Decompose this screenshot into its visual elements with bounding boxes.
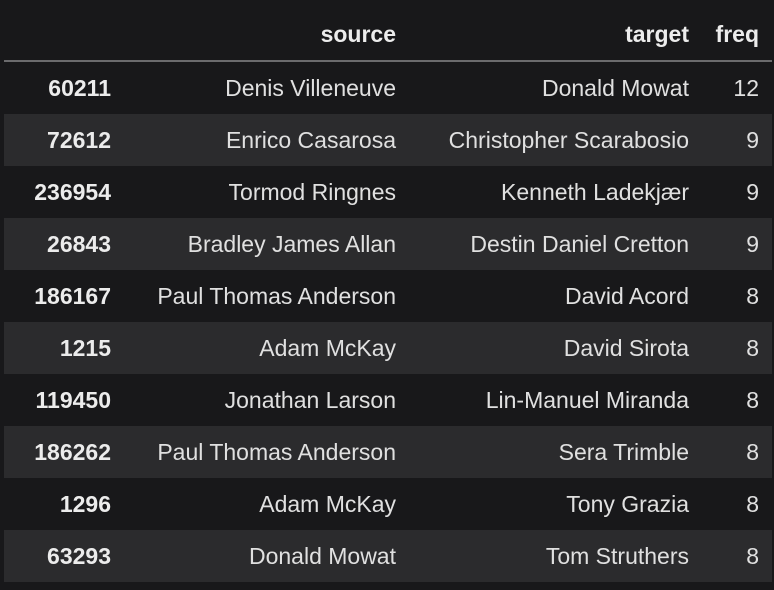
cell-target: Tom Struthers	[545, 542, 689, 569]
cell-target: David Sirota	[563, 334, 689, 361]
cell-source: Adam McKay	[259, 490, 396, 517]
cell-freq: 8	[746, 282, 759, 309]
row-index: 63293	[47, 542, 111, 569]
cell-source: Jonathan Larson	[224, 386, 396, 413]
row-index: 119450	[35, 386, 111, 413]
row-index: 186262	[34, 438, 111, 465]
table-row: 60211 Denis Villeneuve Donald Mowat 12	[4, 61, 772, 114]
row-index: 1296	[59, 490, 111, 517]
cell-source: Adam McKay	[259, 334, 396, 361]
table-row: 186167 Paul Thomas Anderson David Acord …	[4, 270, 772, 322]
row-index: 26843	[47, 230, 111, 257]
cell-target: Christopher Scarabosio	[448, 126, 689, 153]
table-row: 1296 Adam McKay Tony Grazia 8	[4, 478, 772, 530]
cell-source: Tormod Ringnes	[228, 178, 396, 205]
cell-freq: 12	[733, 74, 759, 101]
cell-freq: 8	[746, 438, 759, 465]
cell-source: Paul Thomas Anderson	[157, 438, 396, 465]
cell-freq: 8	[746, 490, 759, 517]
cell-freq: 8	[746, 386, 759, 413]
table-row: 63293 Donald Mowat Tom Struthers 8	[4, 530, 772, 582]
cell-target: Lin-Manuel Miranda	[485, 386, 689, 413]
row-index: 60211	[48, 74, 111, 101]
table-row: 26843 Bradley James Allan Destin Daniel …	[4, 218, 772, 270]
table-row: 1215 Adam McKay David Sirota 8	[4, 322, 772, 374]
cell-target: Destin Daniel Cretton	[470, 230, 689, 257]
cell-target: Tony Grazia	[566, 490, 689, 517]
header-source: source	[124, 9, 409, 62]
header-target: target	[409, 9, 702, 62]
cell-target: Donald Mowat	[541, 74, 689, 101]
header-freq: freq	[702, 9, 772, 62]
cell-target: Sera Trimble	[558, 438, 689, 465]
row-index: 186167	[34, 282, 111, 309]
cell-freq: 8	[746, 542, 759, 569]
header-index	[4, 9, 124, 62]
table-row: 236954 Tormod Ringnes Kenneth Ladekjær 9	[4, 166, 772, 218]
table-row: 119450 Jonathan Larson Lin-Manuel Mirand…	[4, 374, 772, 426]
cell-freq: 8	[746, 334, 759, 361]
cell-target: David Acord	[564, 282, 689, 309]
table-row: 186262 Paul Thomas Anderson Sera Trimble…	[4, 426, 772, 478]
cell-source: Enrico Casarosa	[225, 126, 396, 153]
row-index: 236954	[34, 178, 111, 205]
table-header: source target freq	[4, 9, 772, 62]
cell-target: Kenneth Ladekjær	[501, 178, 689, 205]
table-row: 72612 Enrico Casarosa Christopher Scarab…	[4, 114, 772, 166]
cell-source: Bradley James Allan	[187, 230, 396, 257]
cell-freq: 9	[746, 178, 759, 205]
header-row: source target freq	[4, 9, 772, 62]
cell-freq: 9	[746, 126, 759, 153]
cell-source: Donald Mowat	[248, 542, 396, 569]
dataframe-table: source target freq 60211 Denis Villeneuv…	[4, 9, 772, 582]
row-index: 1215	[59, 334, 111, 361]
table-body: 60211 Denis Villeneuve Donald Mowat 12 7…	[4, 61, 772, 582]
cell-freq: 9	[746, 230, 759, 257]
row-index: 72612	[47, 126, 111, 153]
cell-source: Denis Villeneuve	[225, 74, 396, 101]
cell-source: Paul Thomas Anderson	[157, 282, 396, 309]
